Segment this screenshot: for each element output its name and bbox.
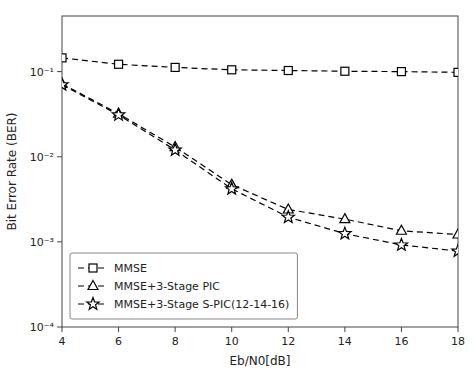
data-point — [228, 66, 236, 74]
x-tick — [401, 327, 402, 332]
y-tick-label: 10⁻¹ — [30, 66, 54, 79]
x-tick-label: 6 — [115, 335, 122, 348]
data-point — [395, 238, 407, 250]
series — [62, 78, 458, 256]
legend-marker — [89, 264, 97, 272]
data-point — [112, 108, 124, 120]
x-tick-label: 8 — [172, 335, 179, 348]
y-tick — [57, 71, 62, 72]
x-tick — [458, 327, 459, 332]
y-tick-label: 10⁻⁴ — [30, 321, 55, 334]
x-tick-label: 10 — [225, 335, 239, 348]
data-point — [397, 68, 405, 76]
y-axis-label: Bit Error Rate (BER) — [5, 113, 19, 231]
series — [62, 78, 458, 238]
data-point — [62, 54, 66, 62]
data-point — [452, 245, 458, 257]
legend-box — [70, 253, 297, 319]
y-tick-label: 10⁻³ — [30, 236, 54, 249]
data-point — [282, 211, 294, 223]
data-point — [339, 227, 351, 239]
x-tick — [344, 327, 345, 332]
x-tick — [175, 327, 176, 332]
chart: 4 6 8 10 12 14 16 18 10⁻⁴ 10⁻³ 10⁻² 10⁻¹ Eb/N0[dB] Bi… — [0, 0, 474, 375]
legend-label: MMSE — [114, 262, 147, 275]
data-point — [340, 214, 350, 223]
data-point — [115, 60, 123, 68]
y-tick — [57, 156, 62, 157]
legend-label: MMSE+3-Stage S-PIC(12-14-16) — [114, 298, 289, 311]
data-point — [453, 229, 458, 238]
legend-marker — [87, 298, 99, 310]
data-point — [171, 63, 179, 71]
data-point — [284, 67, 292, 75]
x-tick-label: 18 — [451, 335, 465, 348]
y-tick-label: 10⁻² — [30, 151, 54, 164]
x-tick-label: 4 — [59, 335, 66, 348]
plot-frame — [62, 16, 458, 327]
x-tick-label: 12 — [281, 335, 295, 348]
x-axis-label: Eb/N0[dB] — [229, 354, 290, 368]
y-tick — [57, 327, 62, 328]
data-point — [226, 182, 238, 194]
data-point — [341, 67, 349, 75]
data-point — [454, 68, 458, 76]
x-tick — [231, 327, 232, 332]
data-point — [396, 225, 406, 234]
plot-area — [62, 54, 458, 256]
data-point — [169, 144, 181, 156]
legend: MMSE MMSE+3-Stage PIC MMSE+3-Stage S-PIC(1… — [70, 253, 297, 319]
x-tick-label: 16 — [394, 335, 408, 348]
legend-marker — [88, 281, 98, 290]
x-tick — [288, 327, 289, 332]
series-line — [62, 84, 458, 235]
x-tick — [118, 327, 119, 332]
x-tick-label: 14 — [338, 335, 352, 348]
background — [0, 0, 474, 375]
y-tick — [57, 241, 62, 242]
data-point — [62, 78, 68, 90]
series-line — [62, 85, 458, 251]
x-tick — [62, 327, 63, 332]
series — [62, 54, 458, 76]
legend-label: MMSE+3-Stage PIC — [114, 280, 220, 293]
